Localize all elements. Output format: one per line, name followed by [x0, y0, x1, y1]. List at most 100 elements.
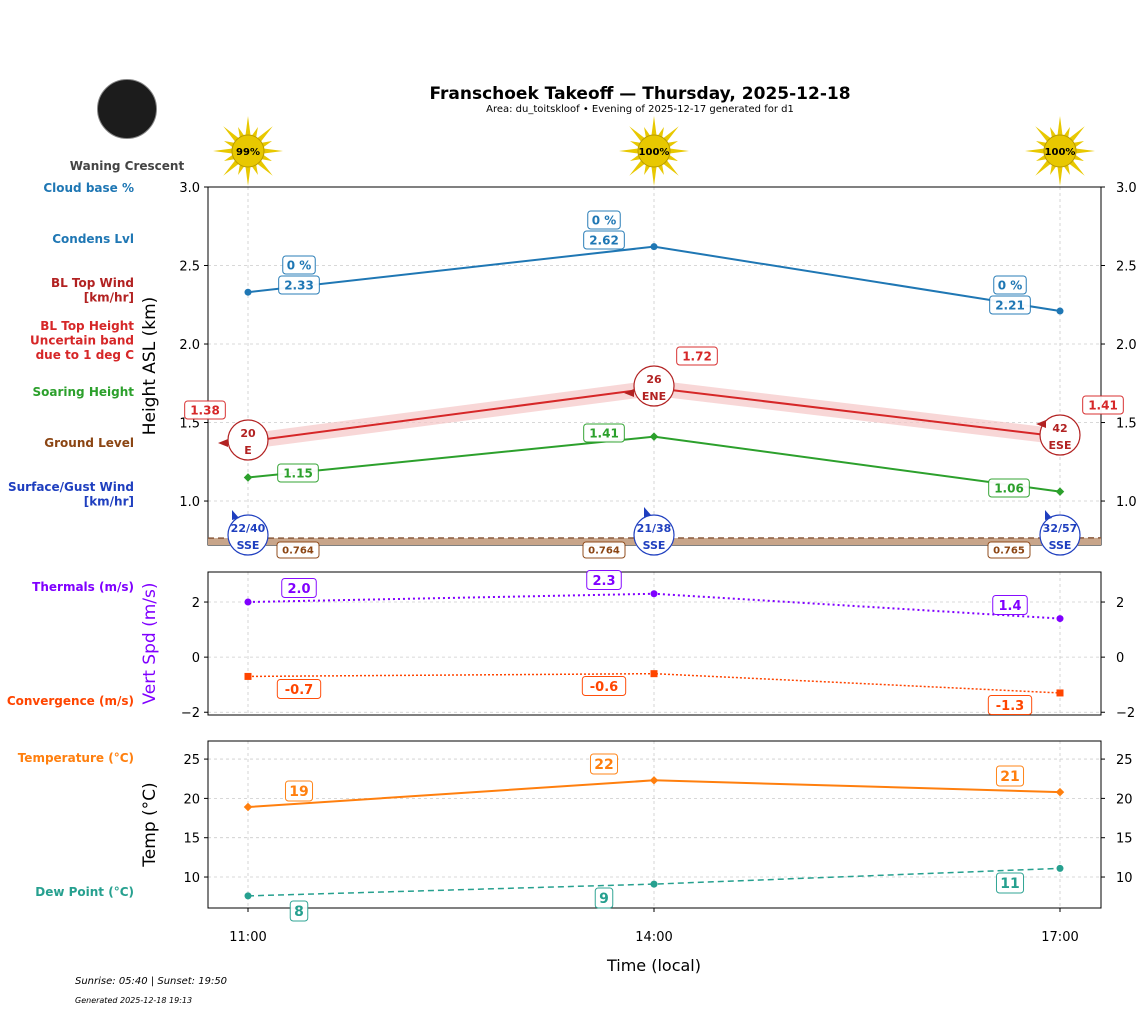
dewpoint-point [244, 892, 252, 900]
sun-ray [651, 164, 657, 186]
thermals-label-box [281, 578, 317, 598]
row-label-ground: Ground Level [44, 436, 134, 450]
sun-ray [1073, 148, 1095, 154]
cloud-base-label: 0 % [998, 278, 1023, 292]
sun-ray [629, 158, 647, 176]
temperature-point [649, 776, 659, 785]
thermals-label: 1.4 [998, 599, 1021, 614]
sun-ray [255, 158, 273, 176]
y-tick-label-right: 0 [1116, 651, 1124, 666]
bl-wind-speed: 42 [1052, 422, 1067, 435]
wind-arrow-icon [1036, 420, 1046, 428]
convergence-label: -0.6 [590, 680, 618, 695]
sun-ray [661, 126, 679, 144]
convergence-point [244, 672, 252, 680]
row-label-surface: Surface/Gust Wind [km/hr] [8, 480, 134, 508]
y-tick-label: 1.5 [179, 417, 200, 432]
y-tick-label: 2.5 [179, 260, 200, 275]
y-tick-label: 1.0 [179, 495, 200, 510]
sun-disc [231, 134, 265, 168]
row-label-soaring: Soaring Height [33, 385, 135, 399]
y-tick-label-right: 20 [1116, 792, 1133, 807]
temperature-label-box [284, 780, 314, 802]
sun-disc [637, 134, 671, 168]
sun-ray [261, 148, 283, 154]
cloud-base-label-box [282, 255, 316, 275]
surface-wind-direction: SSE [237, 539, 260, 552]
x-tick-label: 11:00 [229, 930, 266, 945]
condens-label: 2.62 [589, 233, 619, 247]
convergence-point [1056, 689, 1064, 697]
wind-arrow-icon [232, 510, 239, 520]
sun-ray [1057, 164, 1063, 186]
y-tick-label: 2 [192, 596, 200, 611]
row-label-convergence: Convergence (m/s) [7, 694, 134, 708]
y-tick-label: 3.0 [179, 181, 200, 196]
sun-ray [1035, 126, 1053, 144]
surface-wind-circle [1039, 514, 1081, 556]
condens-label-box [989, 295, 1031, 315]
sun-ray [1025, 148, 1047, 154]
sun-icon [213, 116, 283, 186]
soaring-label: 1.15 [283, 466, 313, 480]
bl-wind-direction: ENE [642, 390, 666, 403]
convergence-label-box [987, 695, 1033, 715]
sun-ray [651, 116, 657, 138]
convergence-label-box [276, 679, 322, 699]
temperature-point [1055, 787, 1065, 797]
cloud-base-label: 0 % [287, 258, 312, 272]
y-tick-label-right: 1.5 [1116, 417, 1137, 432]
soaring-label-box [583, 423, 625, 443]
thermals-point [650, 590, 658, 598]
x-axis-label: Time (local) [606, 956, 701, 975]
row-label-thermals: Thermals (m/s) [32, 580, 134, 594]
condens-point [1056, 307, 1064, 315]
condens-point [650, 243, 658, 251]
sun-ray [667, 148, 689, 154]
surface-wind-direction: SSE [643, 539, 666, 552]
surface-wind-speed: 21/38 [637, 522, 672, 535]
convergence-line [247, 672, 1061, 694]
sun-percent: 100% [1045, 147, 1076, 158]
dewpoint-label: 11 [1000, 876, 1019, 892]
sun-percent: 99% [236, 147, 260, 158]
y-tick-label-right: 25 [1116, 753, 1133, 768]
bl-top-label-box [1082, 395, 1124, 415]
y-tick-label-right: 2.0 [1116, 338, 1137, 353]
wind-arrow-icon [644, 507, 651, 517]
sun-icon [619, 116, 689, 186]
dewpoint-point [1056, 864, 1064, 872]
y-tick-label-right: 2 [1116, 596, 1124, 611]
sun-disc [1043, 134, 1077, 168]
convergence-label: -0.7 [285, 683, 313, 698]
y-tick-label-right: 15 [1116, 832, 1133, 847]
plot-frame [207, 571, 1102, 716]
sun-icon [1025, 116, 1095, 186]
y-tick-label: 25 [183, 753, 200, 768]
bl-top-label-box [676, 346, 718, 366]
bl-wind-circle [1039, 414, 1081, 456]
thermals-label: 2.3 [592, 574, 615, 589]
sun-ray [1035, 158, 1053, 176]
surface-wind-direction: SSE [1049, 539, 1072, 552]
soaring-label-box [988, 478, 1030, 498]
condens-label-box [278, 275, 320, 295]
surface-wind-speed: 22/40 [231, 522, 266, 535]
ground-label-box [582, 541, 626, 559]
y-tick-label-right: 1.0 [1116, 495, 1137, 510]
cloud-base-label-box [587, 210, 621, 230]
soaring-label: 1.41 [589, 426, 619, 440]
y-tick-label: 2.0 [179, 338, 200, 353]
surface-wind-circle [227, 514, 269, 556]
row-label-dewpoint: Dew Point (°C) [35, 885, 134, 899]
cloud-base-label: 0 % [592, 213, 617, 227]
thermals-label-box [586, 570, 622, 590]
thermals-point [244, 598, 252, 606]
ground-label-box [276, 541, 320, 559]
bl-wind-speed: 20 [240, 427, 256, 440]
condens-point [244, 288, 252, 296]
soaring-point [1055, 487, 1065, 496]
generated-time: Generated 2025-12-18 19:13 [75, 996, 192, 1005]
ground-label: 0.764 [282, 546, 314, 557]
